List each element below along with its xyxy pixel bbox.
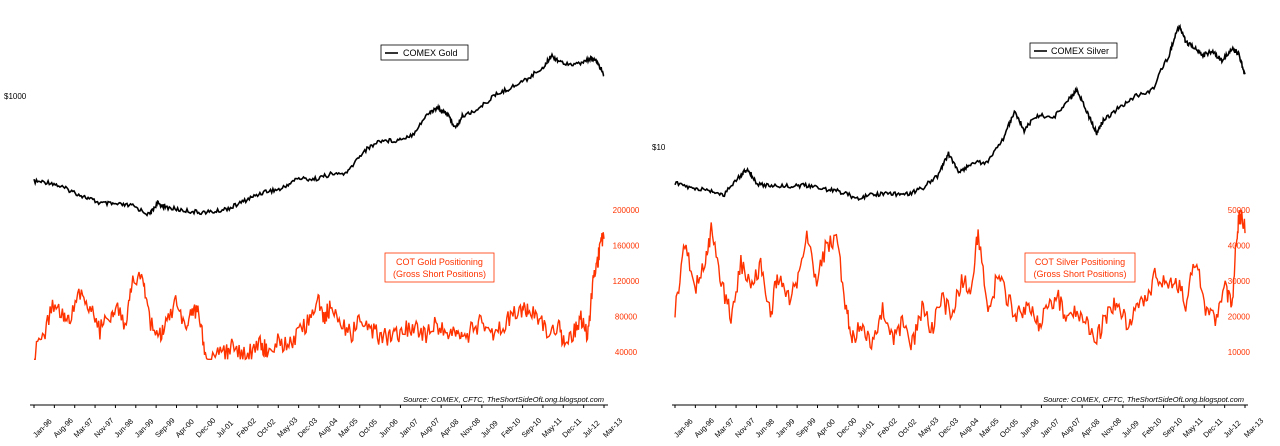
silver-cot-legend: COT Silver Positioning (Gross Short Posi… — [1024, 252, 1136, 283]
silver-cot-line — [674, 209, 1246, 351]
silver-x-tick-label: Jan-07 — [1038, 417, 1061, 440]
silver-x-tick-label: Mar-13 — [1242, 416, 1265, 439]
silver-cot-tick-label: 40000 — [1228, 242, 1251, 251]
gold-x-tick-label: Jan-07 — [397, 417, 420, 440]
silver-x-tick-label: Apr-00 — [815, 417, 837, 439]
gold-x-tick-label: Sep-99 — [153, 416, 176, 439]
silver-x-tick-label: Jul-09 — [1120, 419, 1141, 440]
silver-x-tick-label: Aug-96 — [692, 416, 715, 439]
gold-price-line — [33, 52, 605, 217]
gold-x-tick-label: Jun-06 — [377, 417, 400, 440]
gold-x-tick-label: Jul-12 — [581, 419, 602, 440]
gold-x-tick-label: Jul-09 — [479, 419, 500, 440]
gold-cot-legend: COT Gold Positioning (Gross Short Positi… — [384, 252, 495, 283]
silver-price-tick-label: $10 — [652, 143, 666, 152]
gold-x-tick-label: Mar-05 — [336, 416, 359, 439]
gold-cot-tick-label: 120000 — [613, 277, 640, 286]
silver-price-line — [674, 23, 1246, 201]
silver-x-tick-label: Oct-02 — [896, 417, 918, 439]
silver-x-ticks: Jan-96Aug-96Mar-97Nov-97Jun-98Jan-99Sep-… — [672, 405, 1265, 439]
silver-x-tick-label: Nov-97 — [733, 416, 756, 439]
gold-cot-tick-label: 160000 — [613, 242, 640, 251]
silver-source-note: Source: COMEX, CFTC, TheShortSideOfLong.… — [1043, 395, 1244, 404]
silver-x-tick-label: Apr-08 — [1079, 417, 1101, 439]
gold-x-tick-label: Nov-08 — [459, 416, 482, 439]
gold-cot-tick-label: 200000 — [613, 206, 640, 215]
silver-x-tick-label: Feb-02 — [876, 416, 899, 439]
silver-cot-legend-line2: (Gross Short Positions) — [1033, 269, 1126, 279]
gold-x-tick-label: Sep-10 — [520, 416, 543, 439]
silver-cot-tick-label: 30000 — [1228, 277, 1251, 286]
silver-x-tick-label: Dec-03 — [937, 416, 960, 439]
gold-x-tick-label: Jun-98 — [112, 417, 135, 440]
silver-x-tick-label: Dec-11 — [1201, 416, 1224, 439]
silver-x-tick-label: Mar-97 — [713, 416, 736, 439]
gold-cot-legend-line1: COT Gold Positioning — [396, 257, 483, 267]
gold-price-legend-label: COMEX Gold — [403, 48, 458, 58]
silver-x-tick-label: Jun-98 — [753, 417, 776, 440]
gold-x-tick-label: Oct-05 — [357, 417, 379, 439]
silver-x-tick-label: Sep-99 — [794, 416, 817, 439]
gold-x-tick-label: Apr-08 — [438, 417, 460, 439]
silver-x-tick-label: May-03 — [916, 415, 940, 439]
gold-x-tick-label: Apr-00 — [174, 417, 196, 439]
gold-panel: Jan-96Aug-96Mar-97Nov-97Jun-98Jan-99Sep-… — [4, 44, 640, 439]
gold-source-note: Source: COMEX, CFTC, TheShortSideOfLong.… — [403, 395, 604, 404]
silver-x-tick-label: Aug-04 — [957, 416, 980, 439]
silver-price-legend-label: COMEX Silver — [1051, 46, 1109, 56]
gold-x-tick-label: Dec-03 — [296, 416, 319, 439]
silver-panel: Jan-96Aug-96Mar-97Nov-97Jun-98Jan-99Sep-… — [652, 23, 1265, 439]
gold-cot-legend-line2: (Gross Short Positions) — [393, 269, 486, 279]
silver-cot-legend-line1: COT Silver Positioning — [1035, 257, 1125, 267]
silver-x-tick-label: Oct-05 — [998, 417, 1020, 439]
silver-cot-tick-label: 20000 — [1228, 313, 1251, 322]
gold-cot-y-ticks: 40000 80000 120000 160000 200000 — [613, 206, 640, 357]
gold-x-ticks: Jan-96Aug-96Mar-97Nov-97Jun-98Jan-99Sep-… — [31, 405, 624, 439]
silver-x-tick-label: Dec-00 — [835, 416, 858, 439]
gold-x-tick-label: Jan-96 — [31, 417, 54, 440]
silver-x-tick-label: Sep-10 — [1161, 416, 1184, 439]
silver-x-tick-label: Nov-08 — [1100, 416, 1123, 439]
silver-price-legend: COMEX Silver — [1029, 42, 1118, 59]
silver-x-tick-label: May-11 — [1181, 416, 1205, 440]
silver-x-tick-label: Jan-96 — [672, 417, 695, 440]
silver-x-tick-label: Jan-99 — [774, 417, 797, 440]
gold-x-tick-label: May-11 — [540, 416, 564, 440]
silver-x-tick-label: Mar-05 — [977, 416, 1000, 439]
silver-x-tick-label: Jul-12 — [1222, 419, 1243, 440]
gold-x-tick-label: Feb-02 — [235, 416, 258, 439]
gold-cot-line — [34, 232, 605, 361]
gold-x-tick-label: Nov-97 — [92, 416, 115, 439]
gold-x-tick-label: Jan-99 — [133, 417, 156, 440]
gold-price-tick-label: $1000 — [4, 92, 27, 101]
gold-x-tick-label: Aug-96 — [51, 416, 74, 439]
gold-x-tick-label: Aug-04 — [316, 416, 339, 439]
gold-price-legend: COMEX Gold — [380, 44, 469, 61]
gold-x-tick-label: Dec-11 — [560, 416, 583, 439]
silver-x-tick-label: Aug-07 — [1059, 416, 1082, 439]
gold-x-tick-label: Dec-00 — [194, 416, 217, 439]
gold-x-tick-label: Feb-10 — [499, 416, 522, 439]
gold-cot-tick-label: 40000 — [615, 348, 638, 357]
gold-cot-tick-label: 80000 — [615, 313, 638, 322]
silver-x-tick-label: Feb-10 — [1140, 416, 1163, 439]
gold-x-tick-label: Aug-07 — [418, 416, 441, 439]
gold-x-tick-label: Oct-02 — [255, 417, 277, 439]
gold-x-tick-label: Mar-13 — [601, 416, 624, 439]
silver-cot-tick-label: 10000 — [1228, 348, 1251, 357]
silver-x-tick-label: Jul-01 — [855, 419, 876, 440]
silver-x-tick-label: Jun-06 — [1018, 417, 1041, 440]
gold-x-tick-label: May-03 — [275, 415, 299, 439]
gold-x-tick-label: Mar-97 — [72, 416, 95, 439]
gold-x-tick-label: Jul-01 — [214, 419, 235, 440]
